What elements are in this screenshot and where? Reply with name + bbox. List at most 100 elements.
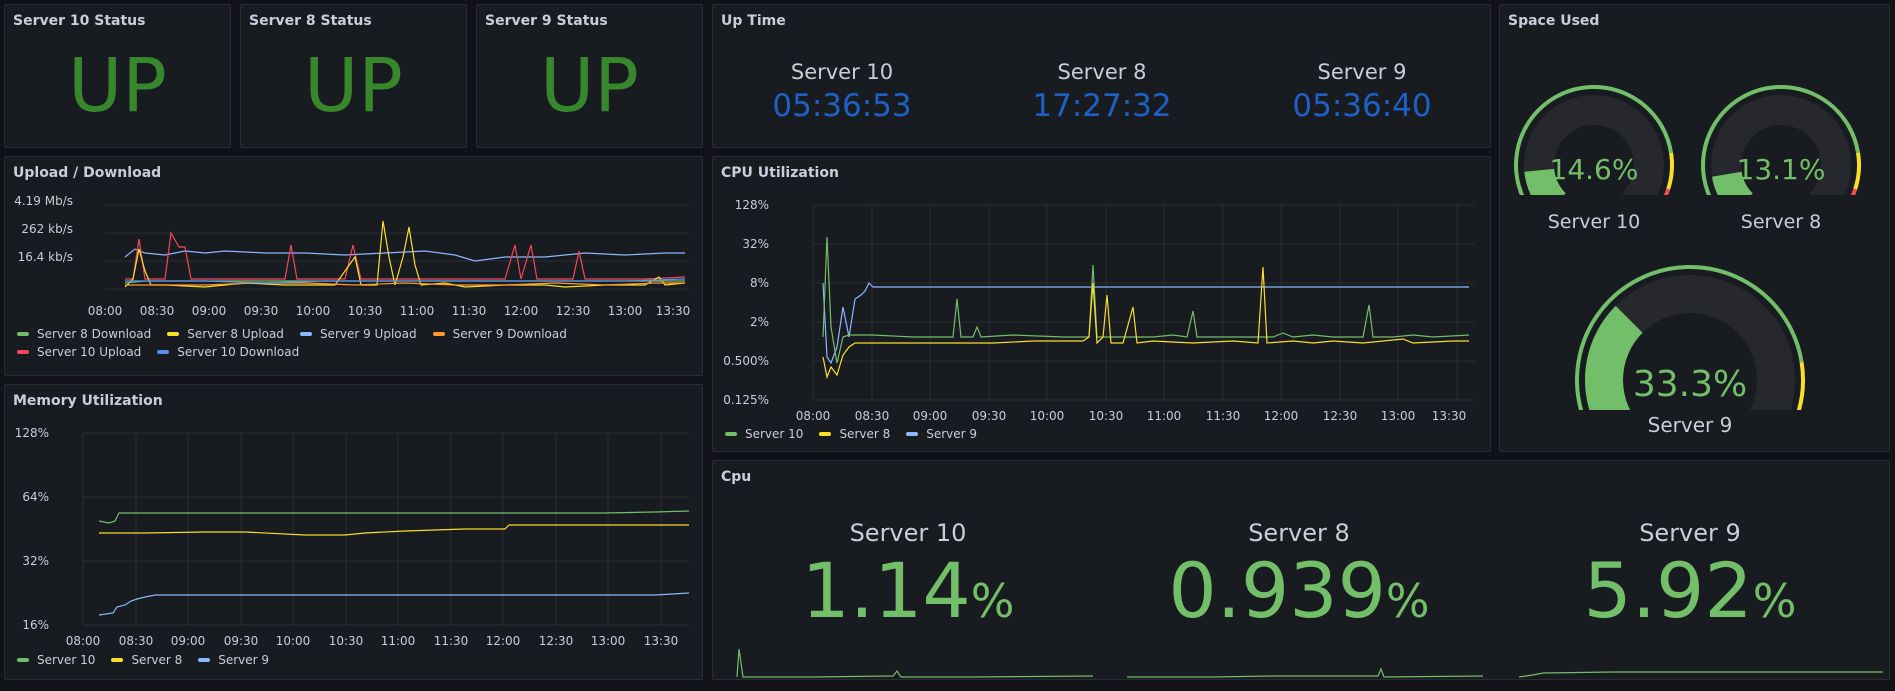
- upload-download-panel[interactable]: Upload / Download 4.19 Mb/s 262 kb/s 16.…: [4, 156, 703, 376]
- series-line-server-10: [822, 236, 1470, 364]
- server-9-status-panel[interactable]: Server 9 Status UP: [476, 4, 703, 148]
- y-tick: 4.19 Mb/s: [14, 194, 73, 208]
- x-tick: 11:30: [434, 634, 469, 648]
- upload-download-chart: 4.19 Mb/s 262 kb/s 16.4 kb/s 08:00 08:30…: [14, 194, 691, 318]
- cpu-stat-panel[interactable]: Cpu Server 10 1.14% Server 8 0.939% Serv…: [712, 460, 1890, 680]
- x-tick: 08:30: [140, 304, 175, 318]
- gauge-threshold-green: [1575, 265, 1804, 410]
- series-line-server-10: [98, 510, 690, 524]
- x-tick: 09:30: [244, 304, 279, 318]
- x-tick: 10:30: [1089, 409, 1124, 423]
- legend-swatch: [906, 432, 919, 436]
- uptime-value: 05:36:53: [772, 88, 912, 124]
- x-tick: 12:00: [1264, 409, 1299, 423]
- server-name: Server 8: [1248, 519, 1350, 547]
- legend-item[interactable]: Server 9: [906, 427, 977, 441]
- cpu-value: 1.14%: [713, 553, 1103, 629]
- x-tick: 09:00: [171, 634, 206, 648]
- legend-label: Server 8 Upload: [187, 327, 284, 341]
- legend-item[interactable]: Server 8 Upload: [167, 327, 284, 341]
- y-tick: 128%: [735, 198, 769, 212]
- server-8-status-panel[interactable]: Server 8 Status UP: [240, 4, 467, 148]
- series-line-server-9-upload: [124, 248, 685, 262]
- legend-item[interactable]: Server 10: [17, 653, 95, 667]
- server-name: Server 10: [849, 519, 967, 547]
- cpu-unit: %: [1752, 574, 1797, 628]
- legend-label: Server 8: [131, 653, 183, 667]
- legend-item[interactable]: Server 9 Upload: [299, 327, 417, 341]
- y-tick: 16%: [22, 618, 49, 632]
- y-tick: 262 kb/s: [21, 222, 73, 236]
- series-line-server-8: [822, 266, 1469, 380]
- status-value: UP: [540, 43, 639, 129]
- memory-utilization-panel[interactable]: Memory Utilization 128% 64% 32% 16% 08:0…: [4, 384, 703, 680]
- server-10-status-panel[interactable]: Server 10 Status UP: [4, 4, 231, 148]
- series-line-server-9: [98, 592, 690, 616]
- legend-item[interactable]: Server 8: [111, 653, 182, 667]
- x-tick: 11:00: [381, 634, 416, 648]
- memory-utilization-chart: 128% 64% 32% 16% 08:00 08:30 09:00 09:30…: [15, 426, 690, 648]
- uptime-panel[interactable]: Up Time Server 10 05:36:53 Server 8 17:2…: [712, 4, 1491, 148]
- y-tick: 128%: [15, 426, 49, 440]
- x-tick: 10:00: [1030, 409, 1065, 423]
- x-tick: 11:00: [400, 304, 435, 318]
- legend-item[interactable]: Server 10: [725, 427, 803, 441]
- x-tick: 09:30: [972, 409, 1007, 423]
- legend-item[interactable]: Server 8 Download: [17, 327, 151, 341]
- x-tick: 13:00: [591, 634, 626, 648]
- chart-legend: Server 10 Server 8 Server 9: [17, 653, 692, 667]
- series-line-server-9-download: [125, 282, 685, 286]
- legend-swatch: [198, 658, 211, 662]
- x-tick: 08:30: [855, 409, 890, 423]
- x-tick: 09:00: [192, 304, 227, 318]
- cpu-utilization-panel[interactable]: CPU Utilization 128% 32% 8% 2% 0.500% 0.…: [712, 156, 1491, 452]
- legend-item[interactable]: Server 10 Download: [157, 345, 299, 359]
- server-name: Server 9: [1317, 60, 1407, 84]
- gauge-threshold-yellow: [1796, 362, 1805, 410]
- x-tick: 13:30: [656, 304, 691, 318]
- legend-label: Server 9: [218, 653, 270, 667]
- gauge-label: Server 9: [1647, 413, 1733, 437]
- legend-swatch: [17, 332, 29, 336]
- status-value: UP: [304, 43, 403, 129]
- panel-title: Cpu: [721, 469, 752, 485]
- uptime-server-9: Server 9 05:36:40: [1257, 60, 1467, 124]
- server-name: Server 10: [790, 60, 894, 84]
- chart-legend: Server 8 Download Server 8 Upload Server…: [17, 327, 692, 359]
- cpu-number: 5.92: [1583, 546, 1753, 635]
- cpu-server-8: Server 8 0.939%: [1104, 519, 1494, 629]
- space-used-panel[interactable]: Space Used 14.6% Server 10 13.1% Server …: [1499, 4, 1890, 452]
- series-line-server-8: [99, 524, 689, 536]
- y-tick: 2%: [750, 315, 769, 329]
- server-name: Server 8: [1057, 60, 1147, 84]
- x-tick: 10:00: [276, 634, 311, 648]
- gauge-threshold-red: [1850, 188, 1858, 195]
- cpu-server-9: Server 9 5.92%: [1495, 519, 1885, 629]
- panel-title: Upload / Download: [13, 165, 162, 181]
- x-tick: 12:00: [504, 304, 539, 318]
- cpu-unit: %: [970, 574, 1015, 628]
- y-tick: 0.125%: [723, 393, 769, 407]
- y-tick: 32%: [22, 554, 49, 568]
- gauge-threshold-green: [1701, 85, 1861, 195]
- panel-title: Server 8 Status: [249, 13, 372, 29]
- x-tick: 11:00: [1147, 409, 1182, 423]
- x-tick: 12:30: [1323, 409, 1358, 423]
- legend-item[interactable]: Server 8: [819, 427, 890, 441]
- x-tick: 10:30: [348, 304, 383, 318]
- legend-item[interactable]: Server 9 Download: [432, 327, 567, 341]
- gauge-value: 33.3%: [1633, 364, 1747, 405]
- gauge-value: 13.1%: [1737, 153, 1826, 186]
- x-tick: 12:00: [486, 634, 521, 648]
- x-tick: 10:00: [296, 304, 331, 318]
- legend-item[interactable]: Server 9: [198, 653, 269, 667]
- series-line-server-10-download: [125, 278, 686, 284]
- legend-label: Server 10: [37, 653, 96, 667]
- x-ticks: 08:00 08:30 09:00 09:30 10:00 10:30 11:0…: [88, 304, 691, 318]
- gauge-threshold-red: [1663, 188, 1671, 195]
- series-line-server-10-upload: [125, 231, 686, 280]
- panel-title: Server 10 Status: [13, 13, 146, 29]
- gauge-label: Server 8: [1740, 211, 1822, 233]
- legend-item[interactable]: Server 10 Upload: [17, 345, 141, 359]
- legend-swatch: [432, 332, 445, 336]
